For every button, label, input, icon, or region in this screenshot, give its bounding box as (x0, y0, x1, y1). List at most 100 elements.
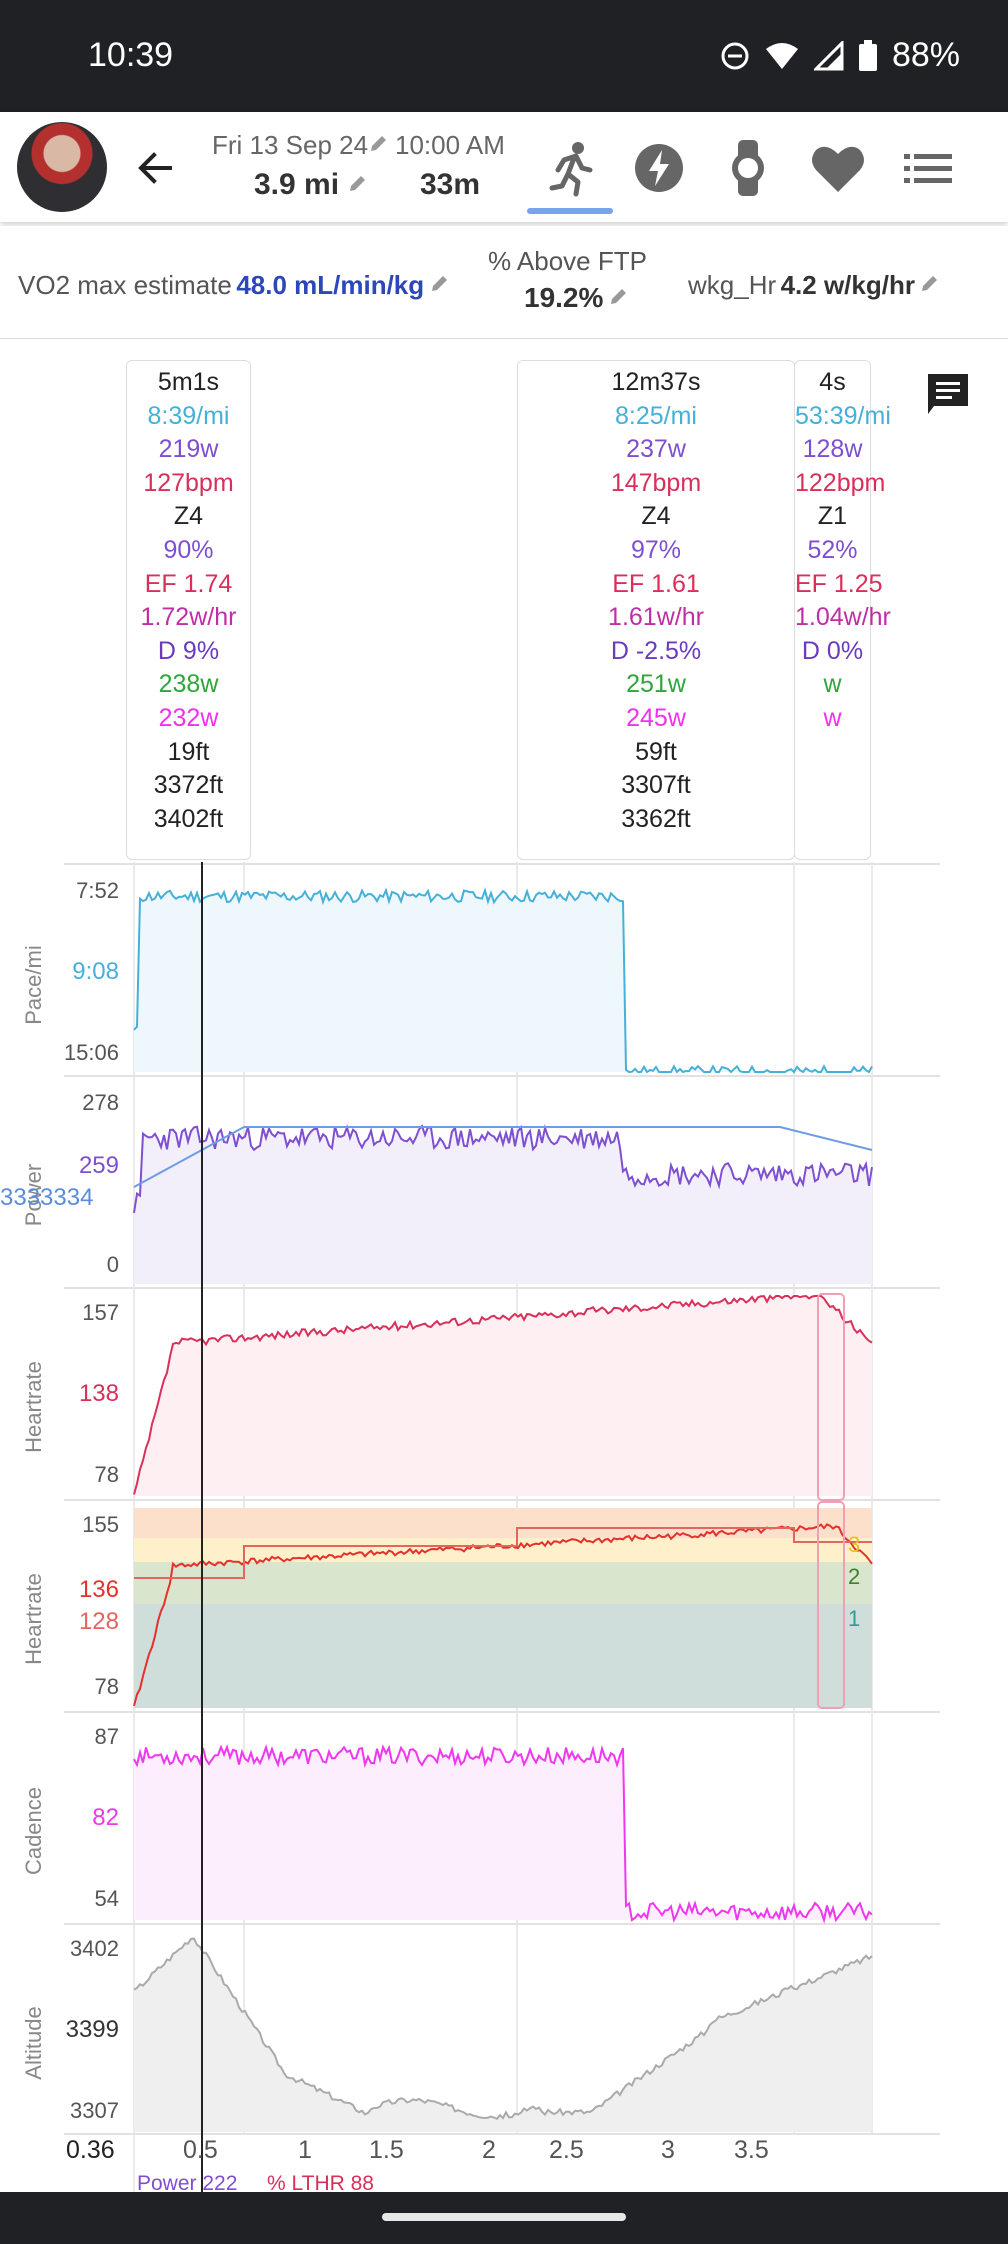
lap-green: w (823, 670, 842, 699)
hr-lap-marker (817, 1293, 845, 1501)
lap-time: 5m1s (157, 368, 220, 396)
cadence-tick-top: 87 (94, 1724, 119, 1749)
lap-column[interactable]: 5m1s 8:39/mi 219w 127bpm Z4 90% EF 1.74 1.72w/h… (126, 360, 251, 860)
lap-ef: EF 1.61 (612, 569, 700, 598)
power-tick-bottom: 0 (106, 1252, 119, 1277)
activity-distance[interactable]: 3.9 mi (254, 168, 367, 202)
pace-tick-mid: 9:08 (72, 958, 119, 985)
system-nav-bar (0, 2192, 1008, 2244)
hr-lap-average-line (134, 1527, 872, 1579)
lap-magenta: 232w (158, 703, 219, 732)
lap-time: 4s (819, 368, 846, 396)
zone-3-label: 3 (848, 1532, 861, 1557)
battery-icon (858, 39, 877, 71)
hr-tick-top: 157 (82, 1300, 119, 1325)
power-tick-mid: 259 (78, 1152, 119, 1179)
lap-pct: 90% (163, 535, 214, 564)
altitude-tick-bottom: 3307 (70, 2098, 119, 2123)
wkg-value: 4.2 w/kg/hr (780, 270, 915, 300)
list-icon[interactable] (896, 136, 960, 200)
run-icon[interactable] (538, 136, 602, 200)
altitude-series-line (133, 1937, 873, 2121)
active-tab-indicator (527, 208, 613, 214)
lap-alt_max: 3402ft (153, 804, 224, 833)
wkg-metric[interactable]: wkg_Hr 4.2 w/kg/hr (688, 270, 939, 301)
heartrate-axis-label: Heartrate (21, 1361, 46, 1453)
zone-2-label: 2 (848, 1564, 861, 1589)
lap-ef: EF 1.74 (144, 569, 233, 598)
cadence-series-line (133, 1743, 873, 1924)
x-axis-cursor-value: 0.36 (66, 2136, 115, 2164)
power-series-area (134, 1126, 872, 1284)
cadence-tick-bottom: 54 (94, 1886, 119, 1911)
wifi-icon (765, 42, 798, 69)
status-bar: 10:39 88% (0, 0, 1008, 112)
hr-zone-3 (134, 1538, 872, 1562)
lap-power: 128w (802, 435, 863, 464)
lap-wkghr: 1.04w/hr (795, 603, 891, 632)
charts-canvas[interactable] (0, 862, 1008, 2192)
watch-icon[interactable] (716, 136, 780, 200)
lap-decoupling: D 9% (157, 636, 220, 665)
edit-pencil-icon[interactable] (919, 274, 939, 294)
lap-zone: Z4 (173, 502, 204, 531)
activity-duration: 33m (420, 168, 481, 201)
lap-ef: EF 1.25 (795, 569, 883, 598)
lap-hr: 147bpm (610, 468, 702, 497)
ftp-value: 19.2% (524, 282, 604, 313)
pace-tick-bottom: 15:06 (63, 1040, 119, 1065)
activity-start-time[interactable]: 10:00 AM (395, 130, 505, 160)
hrz-lap-marker (817, 1501, 845, 1709)
pace-series-area (134, 890, 872, 1072)
lap-pct: 52% (807, 535, 858, 564)
activity-charts: Pace/mi Power Heartrate Heartrate Cadenc… (0, 862, 1008, 2195)
lap-zone: Z1 (817, 502, 848, 531)
lap-pace: 8:39/mi (147, 401, 230, 430)
edit-pencil-icon[interactable] (368, 134, 388, 154)
lap-gain: 19ft (167, 737, 210, 766)
pace-series-line (133, 887, 873, 1074)
hrz-tick-128: 128 (78, 1608, 119, 1635)
hr-tick-bottom: 78 (94, 1462, 119, 1487)
heart-icon[interactable] (806, 136, 870, 200)
hr-zone-5 (134, 1508, 872, 1538)
status-time: 10:39 (88, 36, 174, 74)
cadence-series-area (134, 1747, 872, 1920)
lap-alt_max: 3362ft (621, 804, 691, 833)
power-target-line (133, 1126, 873, 1188)
lap-time: 12m37s (611, 368, 701, 396)
activity-date[interactable]: Fri 13 Sep 24 (212, 130, 388, 161)
lap-column[interactable]: 4s 53:39/mi 128w 122bpm Z1 52% EF 1.25 1.04w/hr… (794, 360, 891, 860)
power-icon[interactable] (627, 136, 691, 200)
lap-green: 238w (158, 670, 219, 699)
ftp-metric[interactable]: 19.2% (524, 282, 628, 314)
lap-column[interactable]: 12m37s 8:25/mi 237w 147bpm Z4 97% EF 1.61 1.61w… (517, 360, 795, 860)
pace-axis-label: Pace/mi (21, 945, 46, 1025)
lap-summary: 5m1s 8:39/mi 219w 127bpm Z4 90% EF 1.74 1.72w/h… (0, 340, 1008, 866)
lap-magenta: w (823, 703, 842, 732)
wkg-label: wkg_Hr (688, 270, 777, 300)
zone-1-label: 1 (848, 1606, 861, 1631)
edit-pencil-icon[interactable] (347, 174, 367, 194)
cadence-axis-label: Cadence (21, 1786, 46, 1876)
edit-pencil-icon[interactable] (608, 287, 628, 307)
home-gesture-handle[interactable] (382, 2213, 626, 2221)
lap-wkghr: 1.72w/hr (140, 603, 237, 632)
pace-tick-top: 7:52 (76, 878, 119, 903)
heartrate-series-line (133, 1294, 873, 1495)
hr-zone-2 (134, 1562, 872, 1604)
status-icons: 88% (720, 36, 960, 75)
heartrate-series-area (134, 1296, 872, 1496)
avatar[interactable] (17, 122, 107, 212)
comment-icon[interactable] (924, 372, 972, 416)
altitude-tick-top: 3402 (70, 1936, 119, 1961)
back-arrow-icon[interactable] (130, 142, 182, 194)
ftp-metric-label: % Above FTP (488, 246, 647, 276)
lap-green: 251w (626, 670, 686, 699)
vo2-metric[interactable]: VO2 max estimate 48.0 mL/min/kg (18, 270, 449, 301)
hr-zones-axis-label: Heartrate (21, 1573, 46, 1665)
edit-pencil-icon[interactable] (429, 274, 449, 294)
x-tick: 3 (661, 2136, 675, 2164)
lap-gain: 59ft (635, 737, 677, 766)
hr-tick-mid: 138 (78, 1380, 119, 1407)
